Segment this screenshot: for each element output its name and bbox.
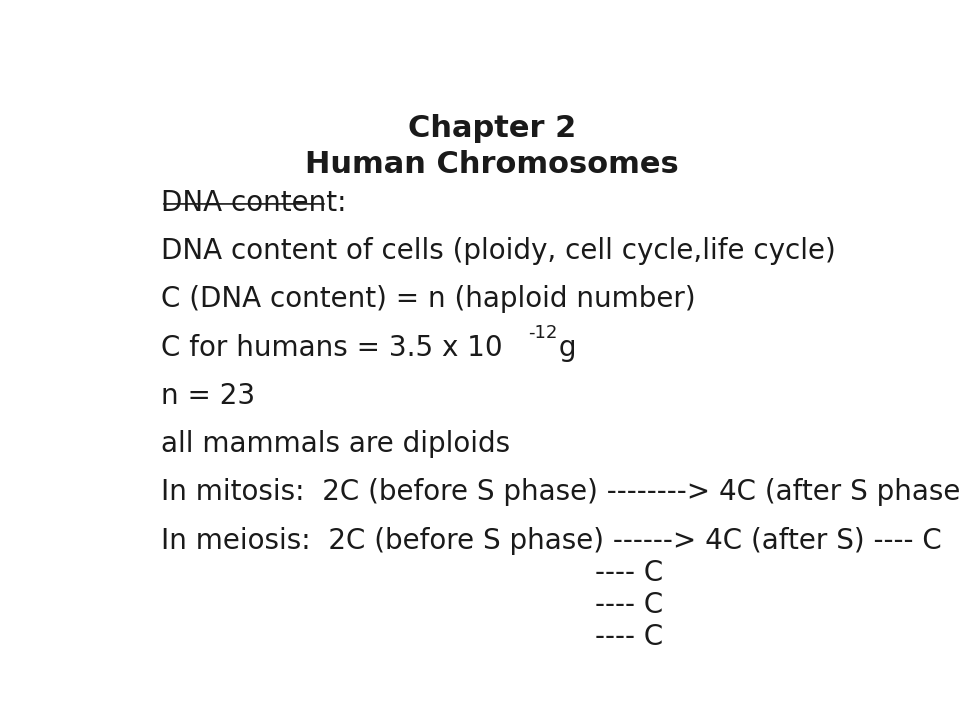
Text: -12: -12 xyxy=(528,324,558,342)
Text: DNA content of cells (ploidy, cell cycle,life cycle): DNA content of cells (ploidy, cell cycle… xyxy=(161,237,835,265)
Text: g: g xyxy=(550,333,577,361)
Text: C (DNA content) = n (haploid number): C (DNA content) = n (haploid number) xyxy=(161,285,696,313)
Text: n = 23: n = 23 xyxy=(161,382,255,410)
Text: Human Chromosomes: Human Chromosomes xyxy=(305,150,679,179)
Text: In meiosis:  2C (before S phase) ------> 4C (after S) ---- C  4 haploids: In meiosis: 2C (before S phase) ------> … xyxy=(161,526,960,554)
Text: In mitosis:  2C (before S phase) --------> 4C (after S phase): In mitosis: 2C (before S phase) --------… xyxy=(161,478,960,506)
Text: DNA content:: DNA content: xyxy=(161,189,347,217)
Text: C for humans = 3.5 x 10: C for humans = 3.5 x 10 xyxy=(161,333,502,361)
Text: ---- C: ---- C xyxy=(594,623,663,651)
Text: ---- C: ---- C xyxy=(594,559,663,587)
Text: all mammals are diploids: all mammals are diploids xyxy=(161,430,510,458)
Text: Chapter 2: Chapter 2 xyxy=(408,114,576,143)
Text: ---- C: ---- C xyxy=(594,591,663,619)
